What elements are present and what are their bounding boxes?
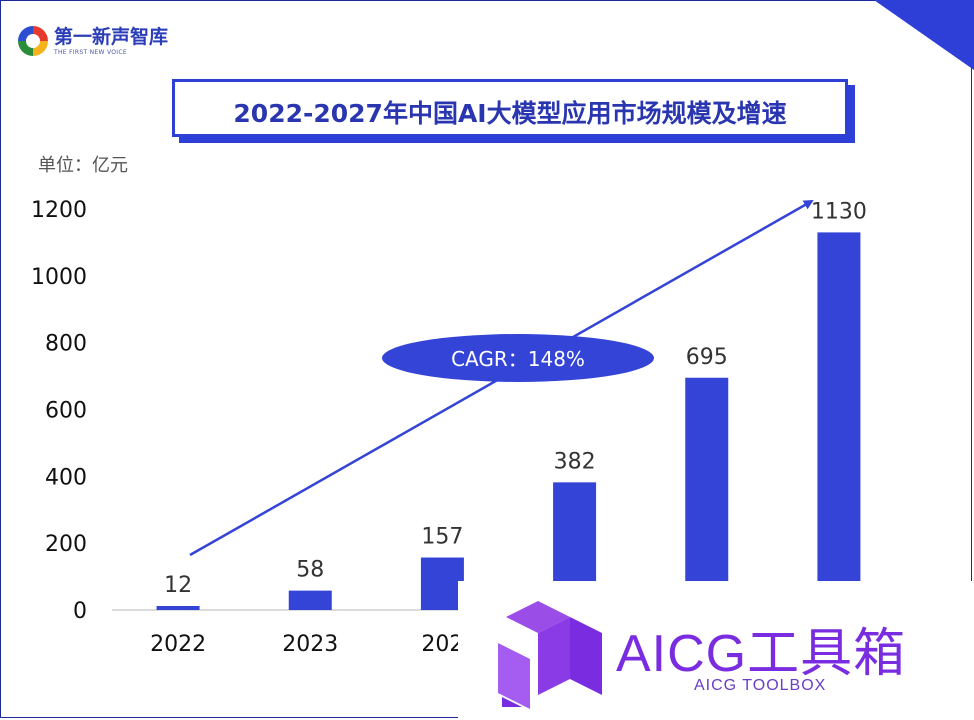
watermark-title: AICG工具箱 bbox=[616, 625, 907, 683]
x-axis: 2022 2023 202 bbox=[150, 632, 463, 657]
y-tick-label: 600 bbox=[45, 399, 87, 424]
brand-name: 第一新声智库 bbox=[54, 25, 169, 48]
bar-2027 bbox=[817, 232, 861, 610]
chart-title-box: 2022-2027年中国AI大模型应用市场规模及增速 bbox=[172, 79, 848, 137]
bar-2022 bbox=[156, 605, 200, 610]
unit-label: 单位：亿元 bbox=[38, 155, 128, 176]
cagr-text: CAGR：148% bbox=[451, 347, 585, 371]
cagr-badge bbox=[382, 334, 654, 382]
y-tick-label: 1200 bbox=[31, 198, 87, 223]
data-label-2023: 58 bbox=[296, 558, 324, 583]
data-label-2026: 695 bbox=[686, 345, 728, 370]
brand-logo: 第一新声智库 THE FIRST NEW VOICE bbox=[18, 26, 168, 56]
y-tick-label: 0 bbox=[73, 599, 87, 624]
bar-2024 bbox=[420, 557, 464, 610]
bars: 12 58 157 382 695 1130 bbox=[156, 199, 867, 610]
bar-2026 bbox=[685, 377, 729, 610]
y-tick-label: 400 bbox=[45, 465, 87, 490]
watermark-overlay: AICG工具箱 AICG TOOLBOX bbox=[458, 581, 974, 720]
x-tick-label: 2022 bbox=[150, 632, 206, 657]
brand-text: 第一新声智库 THE FIRST NEW VOICE bbox=[54, 27, 168, 56]
x-tick-label: 202 bbox=[421, 632, 463, 657]
y-tick-label: 200 bbox=[45, 532, 87, 557]
y-tick-label: 800 bbox=[45, 332, 87, 357]
bar-2023 bbox=[288, 590, 332, 610]
chart-title: 2022-2027年中国AI大模型应用市场规模及增速 bbox=[233, 99, 787, 128]
y-tick-label: 1000 bbox=[31, 265, 87, 290]
data-label-2024: 157 bbox=[421, 525, 463, 550]
data-label-2025: 382 bbox=[554, 449, 596, 474]
x-tick-label: 2023 bbox=[282, 632, 338, 657]
data-label-2022: 12 bbox=[164, 573, 192, 598]
toolbox-logo-icon bbox=[498, 601, 602, 709]
brand-tagline: THE FIRST NEW VOICE bbox=[54, 48, 127, 56]
brand-logo-icon bbox=[18, 26, 48, 56]
y-axis: 0 200 400 600 800 1000 1200 bbox=[31, 198, 87, 624]
corner-decoration bbox=[874, 0, 974, 70]
watermark-subtitle: AICG TOOLBOX bbox=[694, 677, 827, 694]
data-label-2027: 1130 bbox=[811, 199, 867, 224]
